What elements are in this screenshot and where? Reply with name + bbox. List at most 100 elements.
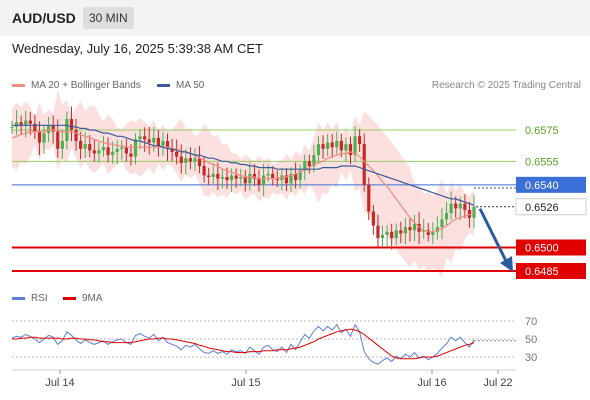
rsi-ma-line [12,328,475,360]
candle-body [170,148,174,152]
legend-ma50-label: MA 50 [176,80,205,91]
candle-body [454,203,458,209]
candle-body [426,230,430,235]
level-0-6500-label: 0.6500 [525,243,559,255]
rsi-line [11,323,475,365]
candle-body [408,227,412,231]
candle-body [175,151,179,157]
x-tick-label: Jul 14 [45,377,74,389]
candle-body [339,140,343,151]
candle-body [124,147,128,154]
candle-body [46,125,51,134]
candle-body [106,147,110,156]
legend-ma20: MA 20 + Bollinger Bands [12,80,141,91]
candle-body [88,144,92,151]
x-tick-label: Jul 15 [231,377,260,389]
level-0-6540-label: 0.6540 [525,180,559,192]
candle-body [417,224,421,232]
rsi-tick-50: 50 [525,334,537,346]
candle-body [184,158,188,163]
candle-body [37,131,42,143]
timeframe-badge[interactable]: 30 MIN [83,7,134,29]
candle-body [42,133,46,143]
datetime-label: Wednesday, July 16, 2025 5:39:38 AM CET [12,41,263,56]
candle-body [422,230,426,232]
candle-body [261,175,266,185]
ma50-swatch [157,83,170,87]
candle-body [33,123,37,132]
candle-body [271,173,275,179]
candle-body [326,142,330,149]
ma50-line [12,124,475,206]
candle-body [19,122,23,126]
candle-body [248,173,252,184]
candle-body [399,230,403,234]
candle-body [335,140,339,148]
candle-body [348,144,353,156]
candle-body [463,203,467,210]
candle-body [321,144,325,149]
candle-body [56,131,60,149]
candle-body [294,173,298,181]
candle-body [92,150,96,154]
candle-body [449,203,453,214]
candle-body [165,140,170,149]
rsi-swatch [12,296,25,300]
candle-body [216,173,220,179]
candle-body [138,136,142,140]
candle-body [467,209,472,218]
level-0-6575-label: 0.6575 [525,125,559,137]
candle-body [229,175,234,181]
candle-body [97,150,101,154]
candle-body [344,144,348,151]
candle-body [390,231,394,239]
legend-ma20-label: MA 20 + Bollinger Bands [31,80,141,91]
candle-body [252,173,257,179]
candle-body [143,136,147,140]
candle-body [120,147,124,149]
legend-rsi: RSI [12,293,48,304]
candle-body [152,137,156,143]
candle-body [362,144,366,185]
candle-body [147,139,151,143]
candle-body [24,120,28,126]
candle-body [307,161,311,167]
candle-body [83,144,87,149]
legend-rsi-label: RSI [31,293,48,304]
candle-body [234,175,238,179]
candle-body [156,137,160,146]
candle-body [202,166,206,176]
candle-body [14,122,19,127]
candle-body [358,136,362,145]
bollinger-band [12,89,474,278]
candle-body [79,140,83,149]
level-0-6526-label: 0.6526 [525,202,559,214]
candle-body [440,219,444,228]
candle-body [74,130,78,141]
ma20-swatch [12,83,25,87]
candle-body [371,211,375,226]
candle-body [431,231,435,235]
candle-body [129,153,133,157]
candle-body [444,213,449,220]
candle-body [330,142,334,148]
candle-body [298,170,302,181]
level-0-6540-tag [516,176,586,193]
candle-body [289,173,293,184]
pair-title: AUD/USD [12,10,76,26]
candle-body [385,231,389,235]
candle-body [193,158,197,162]
candle-body [197,158,202,167]
candle-body [133,139,138,157]
level-0-6555-label: 0.6555 [525,156,559,168]
rsi-tick-30: 30 [525,352,537,364]
candle-body [243,177,247,184]
candle-body [458,203,462,209]
x-tick-label: Jul 22 [483,377,512,389]
legend-rsi-ma-label: 9MA [82,293,103,304]
candle-body [28,120,32,124]
x-tick-label: Jul 16 [417,377,446,389]
candle-body [435,227,440,232]
candle-body [376,225,380,239]
